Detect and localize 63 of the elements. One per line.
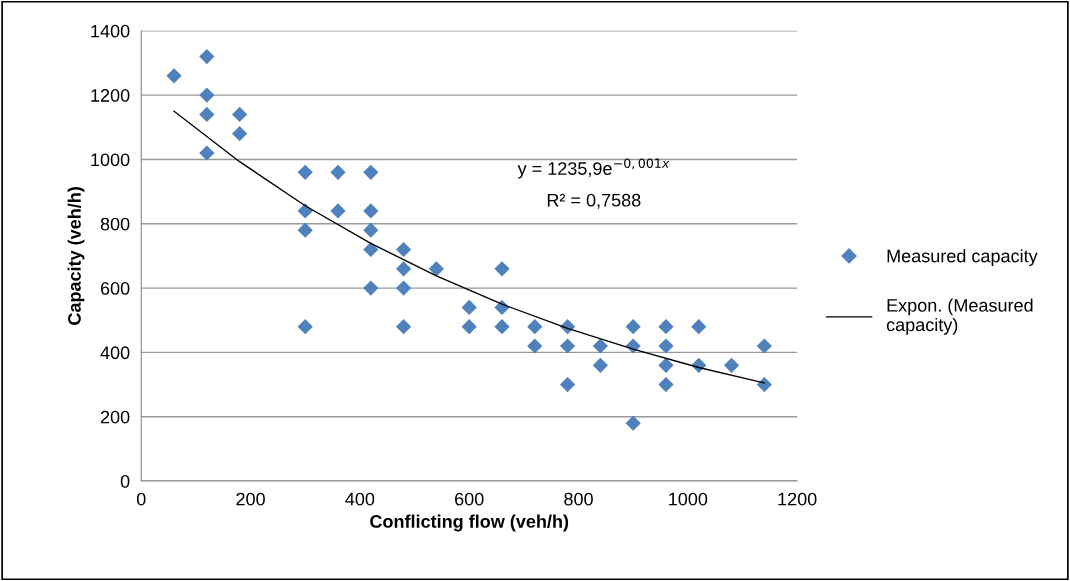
legend-label: Measured capacity: [887, 249, 1038, 266]
legend-label: Expon. (Measured capacity): [886, 298, 1033, 335]
point: [756, 376, 772, 393]
point: [232, 126, 248, 142]
point: [428, 261, 445, 277]
point: [625, 415, 641, 431]
y-tick-label: 600: [100, 282, 130, 295]
point: [559, 338, 576, 354]
y-axis-title: Capacity (veh/h): [67, 187, 85, 325]
y-tick-label: 200: [100, 410, 130, 424]
point: [363, 203, 379, 219]
y-tick-label: 400: [100, 346, 130, 360]
point: [199, 106, 215, 123]
x-tick-label: 600: [455, 492, 484, 506]
point: [166, 68, 182, 84]
point: [461, 299, 477, 315]
point: [363, 241, 379, 258]
x-tick-label: 1200: [778, 492, 817, 506]
point: [363, 164, 379, 180]
point: [396, 261, 412, 277]
point: [363, 222, 379, 238]
point: [658, 376, 674, 393]
point: [625, 319, 641, 335]
annotation: y = 1235,9e$^{−0,001x}$: [517, 158, 670, 179]
point: [658, 357, 674, 373]
point: [461, 319, 477, 335]
annotation: R² = 0,7588: [547, 193, 641, 209]
x-tick-label: 400: [345, 492, 375, 506]
y-tick-label: 800: [100, 217, 130, 231]
point: [199, 48, 215, 65]
point: [723, 357, 740, 373]
y-tick-label: 1400: [91, 24, 130, 38]
point: [559, 376, 576, 393]
point: [527, 319, 543, 335]
point: [199, 145, 215, 161]
point: [297, 222, 313, 238]
point: [658, 319, 674, 335]
point: [330, 203, 346, 219]
y-tick-label: 0: [120, 475, 130, 488]
point: [658, 338, 674, 354]
y-tick-label: 1000: [91, 153, 130, 167]
point: [494, 319, 510, 335]
y-tick-label: 1200: [91, 89, 130, 102]
point: [396, 241, 412, 258]
point: [363, 280, 379, 296]
x-tick-label: 0: [136, 492, 146, 506]
point: [199, 87, 215, 103]
point: [527, 338, 543, 354]
point: [232, 106, 248, 123]
x-tick-label: 200: [236, 492, 265, 506]
point: [691, 319, 707, 335]
x-tick-label: 1000: [669, 492, 708, 506]
x-tick-label: 800: [564, 492, 593, 506]
point: [592, 338, 608, 354]
point: [396, 280, 412, 296]
point: [592, 357, 608, 373]
point: [756, 338, 772, 354]
point: [297, 319, 313, 335]
point: [297, 164, 313, 180]
point: [494, 261, 510, 277]
point: [330, 164, 346, 180]
point: [396, 319, 412, 335]
x-axis-title: Conflicting flow (veh/h): [370, 514, 569, 532]
